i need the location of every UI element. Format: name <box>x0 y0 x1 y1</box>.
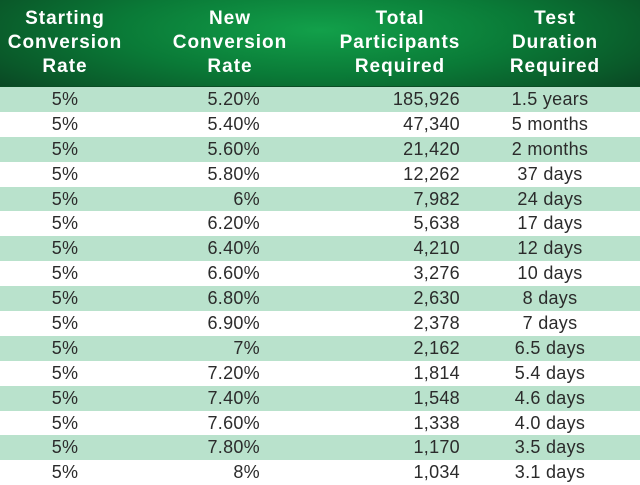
table-row: 5% 5.40% 47,340 5 months <box>0 111 640 137</box>
test-duration-cell: 24 days <box>517 188 583 209</box>
total-participants-cell: 4,210 <box>413 238 460 259</box>
table-row: 5% 6.60% 3,276 10 days <box>0 261 640 287</box>
test-duration-cell: 5.4 days <box>514 362 586 383</box>
test-duration-cell: 8 days <box>522 288 578 309</box>
starting-rate-cell: 5% <box>51 387 79 408</box>
total-participants-cell: 1,548 <box>413 387 460 408</box>
starting-rate-cell: 5% <box>51 238 79 259</box>
new-rate-cell: 7.20% <box>207 362 260 383</box>
header-starting-conversion-rate: Starting Conversion Rate <box>0 0 130 86</box>
test-duration-cell: 2 months <box>511 138 589 159</box>
table-row: 5% 7.80% 1,170 3.5 days <box>0 435 640 461</box>
test-duration-cell: 1.5 years <box>511 88 589 109</box>
total-participants-cell: 5,638 <box>413 213 460 234</box>
new-rate-cell: 5.40% <box>207 113 260 134</box>
starting-rate-cell: 5% <box>51 163 79 184</box>
total-participants-cell: 3,276 <box>413 263 460 284</box>
test-duration-cell: 4.0 days <box>514 412 586 433</box>
table-row: 5% 6.90% 2,378 7 days <box>0 311 640 336</box>
table-row: 5% 8% 1,034 3.1 days <box>0 460 640 485</box>
new-rate-cell: 6% <box>233 188 260 209</box>
table-row: 5% 6.40% 4,210 12 days <box>0 236 640 262</box>
total-participants-cell: 1,338 <box>413 412 460 433</box>
test-duration-cell: 4.6 days <box>514 387 586 408</box>
test-duration-cell: 3.5 days <box>514 437 586 458</box>
table-body: 5% 5.20% 185,926 1.5 years 5% 5.40% 47,340 5 mo… <box>0 87 640 485</box>
new-rate-cell: 5.80% <box>207 163 260 184</box>
table-header: Starting Conversion Rate New Conversion … <box>0 0 640 87</box>
starting-rate-cell: 5% <box>51 412 79 433</box>
total-participants-cell: 2,162 <box>413 337 460 358</box>
starting-rate-cell: 5% <box>51 263 79 284</box>
total-participants-cell: 1,814 <box>413 362 460 383</box>
total-participants-cell: 21,420 <box>403 138 460 159</box>
test-duration-cell: 12 days <box>517 238 583 259</box>
table-row: 5% 6.80% 2,630 8 days <box>0 286 640 312</box>
test-duration-cell: 6.5 days <box>514 337 586 358</box>
test-duration-cell: 37 days <box>517 163 583 184</box>
starting-rate-cell: 5% <box>51 312 79 333</box>
new-rate-cell: 7.60% <box>207 412 260 433</box>
new-rate-cell: 5.60% <box>207 138 260 159</box>
starting-rate-cell: 5% <box>51 337 79 358</box>
starting-rate-cell: 5% <box>51 88 79 109</box>
new-rate-cell: 6.90% <box>207 312 260 333</box>
total-participants-cell: 47,340 <box>403 113 460 134</box>
new-rate-cell: 8% <box>233 462 260 483</box>
table-row: 5% 7.20% 1,814 5.4 days <box>0 360 640 386</box>
starting-rate-cell: 5% <box>51 437 79 458</box>
total-participants-cell: 1,170 <box>413 437 460 458</box>
new-rate-cell: 7% <box>233 337 260 358</box>
table-row: 5% 5.60% 21,420 2 months <box>0 136 640 162</box>
total-participants-cell: 185,926 <box>392 88 460 109</box>
total-participants-cell: 2,378 <box>413 312 460 333</box>
new-rate-cell: 6.40% <box>207 238 260 259</box>
total-participants-cell: 7,982 <box>413 188 460 209</box>
header-label: Total Participants Required <box>339 8 461 77</box>
new-rate-cell: 7.40% <box>207 387 260 408</box>
test-duration-cell: 7 days <box>522 312 578 333</box>
new-rate-cell: 7.80% <box>207 437 260 458</box>
new-rate-cell: 5.20% <box>207 88 260 109</box>
table-row: 5% 6.20% 5,638 17 days <box>0 211 640 237</box>
starting-rate-cell: 5% <box>51 462 79 483</box>
starting-rate-cell: 5% <box>51 213 79 234</box>
table-row: 5% 7.40% 1,548 4.6 days <box>0 385 640 411</box>
total-participants-cell: 12,262 <box>403 163 460 184</box>
total-participants-cell: 2,630 <box>413 288 460 309</box>
starting-rate-cell: 5% <box>51 288 79 309</box>
test-duration-cell: 10 days <box>517 263 583 284</box>
header-label: New Conversion Rate <box>172 8 288 77</box>
new-rate-cell: 6.60% <box>207 263 260 284</box>
table-row: 5% 6% 7,982 24 days <box>0 186 640 212</box>
header-test-duration-required: Test Duration Required <box>470 0 640 86</box>
test-duration-cell: 17 days <box>517 213 583 234</box>
new-rate-cell: 6.20% <box>207 213 260 234</box>
header-label: Starting Conversion Rate <box>7 8 123 77</box>
header-label: Test Duration Required <box>509 8 601 77</box>
header-new-conversion-rate: New Conversion Rate <box>130 0 330 86</box>
new-rate-cell: 6.80% <box>207 288 260 309</box>
total-participants-cell: 1,034 <box>413 462 460 483</box>
starting-rate-cell: 5% <box>51 113 79 134</box>
header-total-participants-required: Total Participants Required <box>330 0 470 86</box>
test-duration-cell: 3.1 days <box>514 462 586 483</box>
table-row: 5% 7.60% 1,338 4.0 days <box>0 410 640 436</box>
table-row: 5% 5.20% 185,926 1.5 years <box>0 87 640 112</box>
table-row: 5% 7% 2,162 6.5 days <box>0 335 640 361</box>
starting-rate-cell: 5% <box>51 362 79 383</box>
test-duration-cell: 5 months <box>511 113 589 134</box>
table-row: 5% 5.80% 12,262 37 days <box>0 161 640 187</box>
starting-rate-cell: 5% <box>51 188 79 209</box>
starting-rate-cell: 5% <box>51 138 79 159</box>
